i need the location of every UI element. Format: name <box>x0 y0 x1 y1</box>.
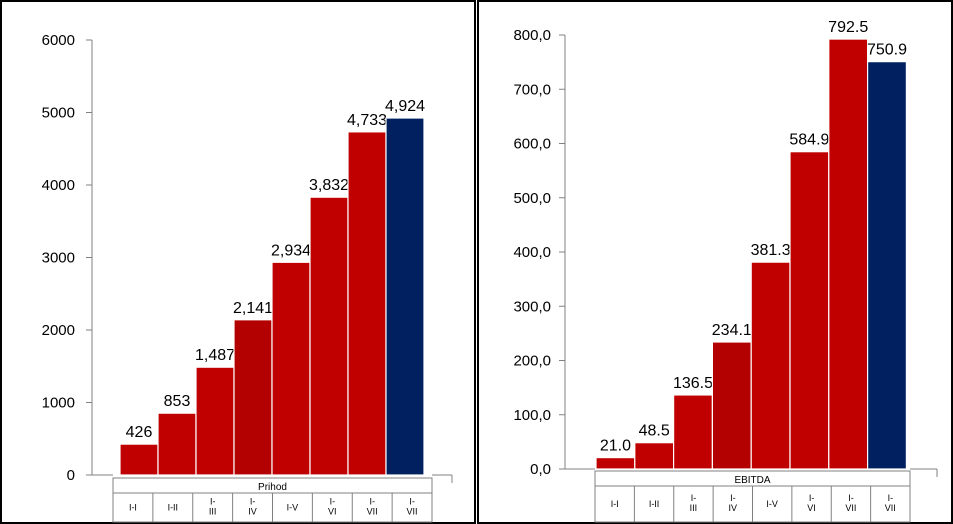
ebitda-chart-panel: 0,0 100,0 200,0 300,0 400,0 500,0 600,0 700,0 80… <box>477 0 953 524</box>
prihod-y-tick-label: 2000 <box>42 322 75 339</box>
prihod-category-label: I-I <box>129 503 137 513</box>
ebitda-category-label: I-II <box>649 499 660 509</box>
ebitda-category-label: I-VII <box>885 493 896 513</box>
ebitda-y-tick-label: 200,0 <box>513 353 551 370</box>
ebitda-y-tick-label: 400,0 <box>513 244 551 261</box>
prihod-data-label: 2,141 <box>233 300 273 317</box>
ebitda-bar <box>595 457 636 470</box>
prihod-y-tick-label: 1000 <box>42 395 75 412</box>
ebitda-y-tick-label: 300,0 <box>513 298 551 315</box>
prihod-category-label: I-VII <box>367 497 378 517</box>
ebitda-y-tick-label: 100,0 <box>513 407 551 424</box>
ebitda-frame <box>477 0 953 524</box>
ebitda-bar <box>750 261 791 470</box>
prihod-category-label: I-IV <box>248 497 257 517</box>
prihod-bar <box>157 412 197 476</box>
ebitda-bar <box>828 38 869 470</box>
ebitda-data-label: 136.5 <box>673 375 713 392</box>
prihod-y-tick-label: 5000 <box>42 105 75 122</box>
prihod-bar <box>233 319 273 476</box>
ebitda-y-tick-label: 700,0 <box>513 81 551 98</box>
ebitda-data-label: 234.1 <box>712 322 752 339</box>
prihod-series-name: Prihod <box>258 482 287 493</box>
ebitda-y-tick-label: 500,0 <box>513 190 551 207</box>
ebitda-category-label: I-VI <box>807 493 816 513</box>
ebitda-data-label: 48.5 <box>639 423 670 440</box>
ebitda-category-label: I-V <box>766 499 778 509</box>
ebitda-category-label: I-IV <box>729 493 738 513</box>
prihod-category-label: I-II <box>168 503 179 513</box>
prihod-data-label: 4,924 <box>385 98 425 115</box>
prihod-chart-panel: 0 1000 2000 3000 4000 5000 6000 426 853 1,487 2,14… <box>0 0 476 524</box>
prihod-y-tick-label: 4000 <box>42 177 75 194</box>
prihod-frame <box>0 0 476 524</box>
ebitda-bar <box>711 341 752 470</box>
ebitda-bar <box>673 394 714 470</box>
ebitda-category-label: I-III <box>690 493 698 513</box>
prihod-data-label: 426 <box>126 424 153 441</box>
prihod-data-label: 4,733 <box>347 112 387 129</box>
prihod-data-label: 2,934 <box>271 242 311 259</box>
prihod-category-label: I-V <box>287 503 299 513</box>
ebitda-data-label: 750.9 <box>867 42 907 59</box>
prihod-y-tick-label: 0 <box>67 467 75 484</box>
prihod-bar <box>347 131 387 476</box>
ebitda-chart: 0,0 100,0 200,0 300,0 400,0 500,0 600,0 700,0 80… <box>477 0 953 524</box>
prihod-bar <box>385 117 425 476</box>
prihod-data-label: 3,832 <box>309 177 349 194</box>
prihod-bar <box>195 366 235 476</box>
ebitda-bar <box>789 151 830 470</box>
prihod-data-label: 853 <box>164 393 191 410</box>
ebitda-category-label: I-VII <box>845 493 856 513</box>
prihod-bar <box>271 261 311 476</box>
prihod-category-label: I-VII <box>407 497 418 517</box>
ebitda-data-label: 381.3 <box>751 242 791 259</box>
prihod-y-tick-label: 3000 <box>42 250 75 267</box>
prihod-category-label: I-VI <box>328 497 337 517</box>
ebitda-bar <box>634 442 675 470</box>
ebitda-data-label: 584.9 <box>789 132 829 149</box>
ebitda-y-tick-label: 600,0 <box>513 136 551 153</box>
prihod-bar <box>309 196 349 476</box>
ebitda-category-label: I-I <box>611 499 619 509</box>
prihod-bar <box>119 443 159 476</box>
ebitda-bar <box>867 61 908 470</box>
ebitda-y-tick-label: 0,0 <box>530 461 551 478</box>
ebitda-data-label: 21.0 <box>600 438 631 455</box>
ebitda-y-tick-label: 800,0 <box>513 27 551 44</box>
ebitda-series-name: EBITDA <box>734 475 770 486</box>
prihod-y-tick-label: 6000 <box>42 32 75 49</box>
prihod-chart: 0 1000 2000 3000 4000 5000 6000 426 853 1,487 2,14… <box>0 0 476 524</box>
prihod-data-label: 1,487 <box>195 347 235 364</box>
prihod-category-label: I-III <box>209 497 217 517</box>
ebitda-data-label: 792.5 <box>828 19 868 36</box>
